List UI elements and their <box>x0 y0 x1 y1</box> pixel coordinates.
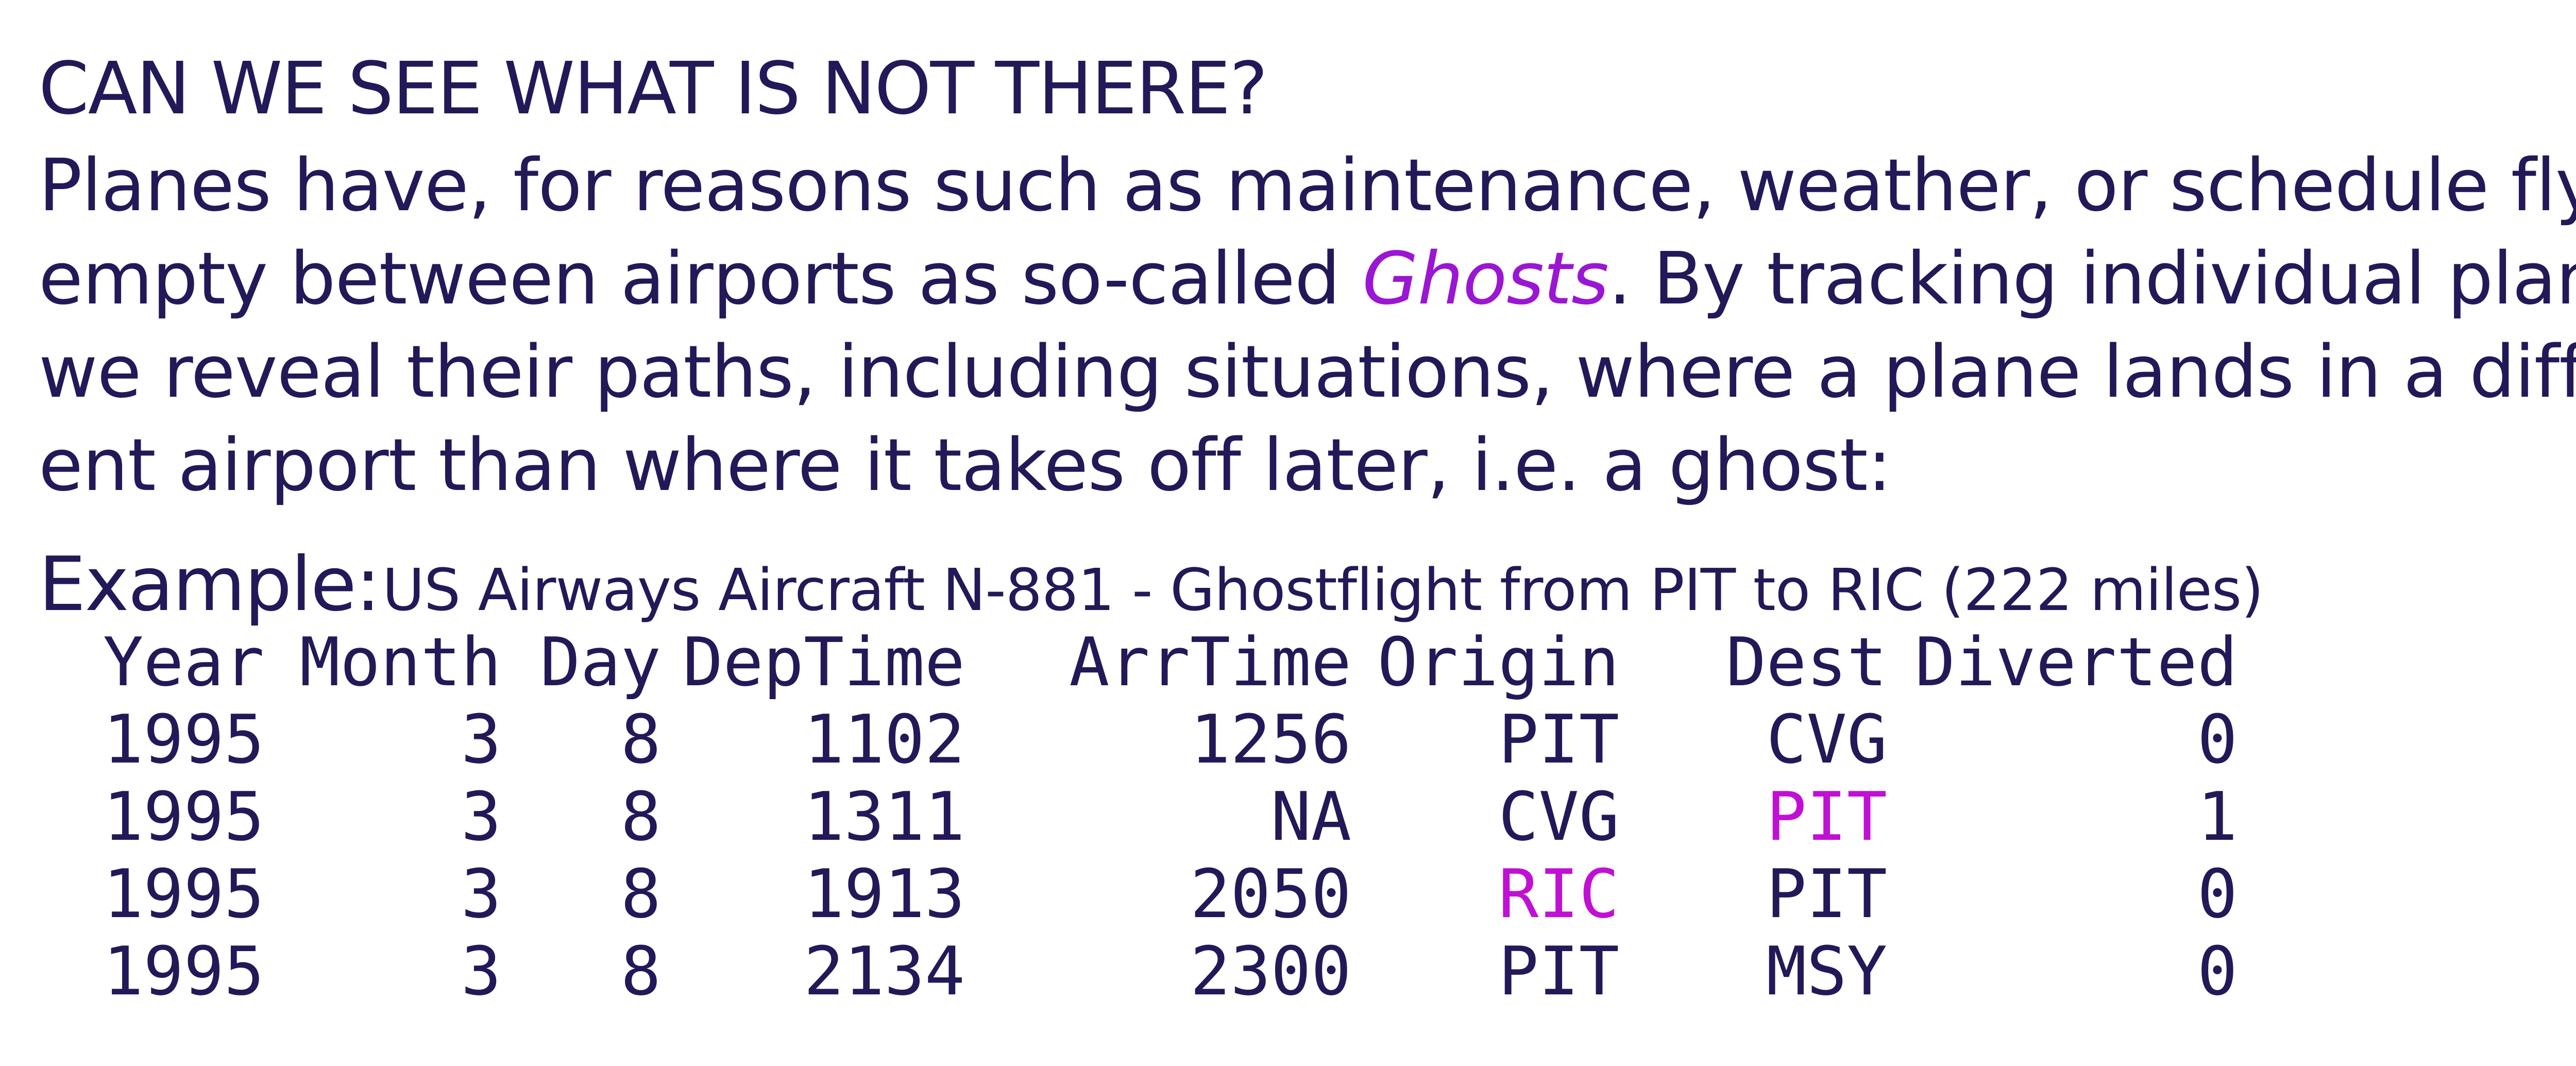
cell-day: 8 <box>620 932 662 1010</box>
cell-year: 1995 <box>103 777 265 856</box>
cell-dest-highlighted: PIT <box>1766 777 1888 856</box>
cell-dest: CVG <box>1766 700 1888 779</box>
cell-dest: MSY <box>1766 932 1888 1010</box>
table-header-row: Year Month Day DepTime ArrTime Origin De… <box>103 623 2238 701</box>
cell-arrtime: 2300 <box>1190 932 1352 1010</box>
ghosts-term: Ghosts <box>1362 237 1609 321</box>
cell-year: 1995 <box>103 855 265 933</box>
cell-diverted: 1 <box>2197 777 2238 856</box>
paragraph-line-2-end: . By tracking individual planes, <box>1608 237 2576 321</box>
column-header-year: Year <box>103 623 265 701</box>
paragraph-line-2: empty between airports as so-called Ghos… <box>39 232 2576 326</box>
table-row: 1995 3 8 1311 NA CVG PIT 1 <box>103 778 2238 855</box>
example-heading: Example: US Airways Aircraft N-881 - Gho… <box>39 541 2264 651</box>
cell-deptime: 1913 <box>804 855 965 933</box>
paragraph-line-1: Planes have, for reasons such as mainten… <box>39 144 2576 228</box>
cell-year: 1995 <box>103 700 265 779</box>
cell-diverted: 0 <box>2197 855 2238 933</box>
cell-deptime: 1102 <box>804 700 965 779</box>
column-header-arrtime: ArrTime <box>1069 623 1352 701</box>
cell-origin-highlighted: RIC <box>1498 855 1620 933</box>
cell-month: 3 <box>461 700 502 779</box>
example-caption: US Airways Aircraft N-881 - Ghostflight … <box>382 557 2264 624</box>
intro-paragraph: Planes have, for reasons such as mainten… <box>39 139 2576 512</box>
cell-arrtime: 1256 <box>1190 700 1352 779</box>
cell-diverted: 0 <box>2197 700 2238 779</box>
cell-month: 3 <box>461 932 502 1010</box>
paragraph-line-4: ent airport than where it takes off late… <box>39 424 1892 507</box>
cell-origin: PIT <box>1498 700 1620 779</box>
cell-origin: CVG <box>1498 777 1620 856</box>
column-header-origin: Origin <box>1377 623 1620 701</box>
cell-day: 8 <box>620 855 662 933</box>
cell-origin: PIT <box>1498 932 1620 1010</box>
table-row: 1995 3 8 1102 1256 PIT CVG 0 <box>103 701 2238 778</box>
cell-day: 8 <box>620 700 662 779</box>
flight-table: Year Month Day DepTime ArrTime Origin De… <box>103 623 2238 1010</box>
cell-month: 3 <box>461 777 502 856</box>
page-title: CAN WE SEE WHAT IS NOT THERE? <box>39 47 1268 131</box>
cell-deptime: 2134 <box>804 932 965 1010</box>
example-label: Example: <box>39 541 381 628</box>
paragraph-line-3: we reveal their paths, including situati… <box>39 330 2576 414</box>
table-row: 1995 3 8 1913 2050 RIC PIT 0 <box>103 855 2238 933</box>
column-header-dest: Dest <box>1726 623 1888 701</box>
column-header-deptime: DepTime <box>683 623 965 701</box>
cell-arrtime: NA <box>1270 777 1352 856</box>
cell-deptime: 1311 <box>804 777 965 856</box>
cell-month: 3 <box>461 855 502 933</box>
column-header-day: Day <box>540 623 662 701</box>
cell-day: 8 <box>620 777 662 856</box>
column-header-month: Month <box>299 623 502 701</box>
cell-dest: PIT <box>1766 855 1888 933</box>
paragraph-line-2-start: empty between airports as so-called <box>39 237 1363 321</box>
cell-arrtime: 2050 <box>1190 855 1352 933</box>
cell-diverted: 0 <box>2197 932 2238 1010</box>
cell-year: 1995 <box>103 932 265 1010</box>
table-row: 1995 3 8 2134 2300 PIT MSY 0 <box>103 933 2238 1010</box>
column-header-diverted: Diverted <box>1914 623 2238 701</box>
